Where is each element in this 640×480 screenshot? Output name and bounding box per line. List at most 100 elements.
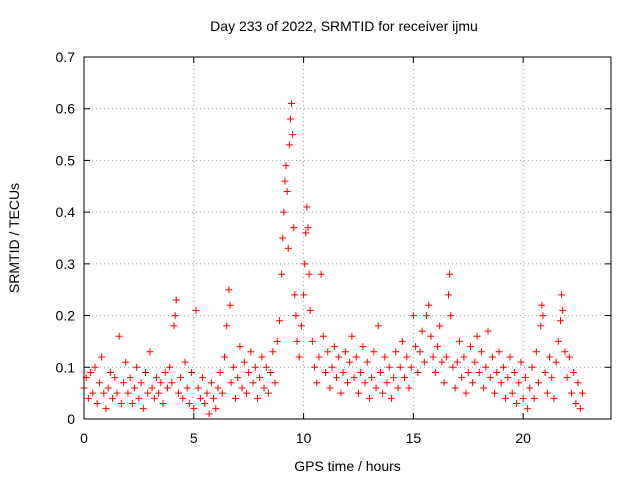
data-point: [227, 379, 235, 387]
data-point: [280, 208, 288, 216]
data-point: [333, 374, 341, 382]
data-point: [350, 374, 358, 382]
data-point: [253, 394, 261, 402]
data-point: [141, 368, 149, 376]
data-point: [446, 270, 454, 278]
data-point: [297, 322, 305, 330]
data-point: [361, 379, 369, 387]
data-point: [464, 368, 472, 376]
data-point: [146, 348, 154, 356]
data-point: [469, 379, 477, 387]
data-point: [210, 394, 218, 402]
data-point: [390, 374, 398, 382]
data-point: [453, 358, 461, 366]
chart-title: Day 233 of 2022, SRMTID for receiver ijm…: [210, 18, 478, 34]
data-point: [315, 353, 323, 361]
data-point: [319, 332, 327, 340]
data-point: [218, 389, 226, 397]
data-point: [170, 322, 178, 330]
data-point: [267, 368, 275, 376]
data-point: [87, 368, 95, 376]
data-point: [526, 384, 534, 392]
data-point: [247, 348, 255, 356]
data-point: [538, 301, 546, 309]
data-points: [80, 100, 586, 418]
data-point: [572, 399, 580, 407]
data-point: [284, 244, 292, 252]
data-point: [517, 358, 525, 366]
data-point: [401, 374, 409, 382]
data-point: [148, 384, 156, 392]
data-point: [352, 353, 360, 361]
data-point: [455, 337, 463, 345]
data-point: [486, 374, 494, 382]
grid: [84, 57, 611, 419]
data-point: [438, 358, 446, 366]
data-point: [423, 312, 431, 320]
data-point: [559, 306, 567, 314]
data-point: [365, 394, 373, 402]
y-tick-label: 0.5: [56, 152, 76, 168]
data-point: [89, 389, 97, 397]
data-point: [302, 229, 310, 237]
data-point: [530, 394, 538, 402]
data-point: [440, 379, 448, 387]
data-point: [207, 379, 215, 387]
data-point: [282, 162, 290, 170]
data-point: [313, 379, 321, 387]
data-point: [258, 353, 266, 361]
data-point: [434, 343, 442, 351]
data-point: [497, 379, 505, 387]
data-point: [561, 348, 569, 356]
y-tick-label: 0.6: [56, 101, 76, 117]
data-point: [394, 384, 402, 392]
data-point: [372, 384, 380, 392]
data-point: [113, 389, 121, 397]
data-point: [133, 363, 141, 371]
data-point: [535, 379, 543, 387]
data-point: [251, 363, 259, 371]
data-point: [381, 353, 389, 361]
data-point: [93, 399, 101, 407]
data-point: [396, 363, 404, 371]
data-point: [201, 399, 209, 407]
data-point: [84, 394, 92, 402]
data-point: [324, 348, 332, 356]
data-point: [513, 399, 521, 407]
data-point: [100, 389, 108, 397]
data-point: [502, 394, 510, 402]
data-point: [288, 100, 296, 108]
y-tick-label: 0.7: [56, 49, 76, 65]
data-point: [199, 374, 207, 382]
data-point: [425, 301, 433, 309]
data-point: [290, 224, 298, 232]
data-point: [292, 312, 300, 320]
data-point: [328, 363, 336, 371]
data-point: [172, 296, 180, 304]
data-point: [137, 379, 145, 387]
data-point: [174, 389, 182, 397]
data-point: [330, 343, 338, 351]
data-point: [495, 348, 503, 356]
data-point: [190, 405, 198, 413]
data-point: [515, 379, 523, 387]
data-point: [234, 374, 242, 382]
data-point: [238, 384, 246, 392]
data-point: [245, 368, 253, 376]
data-point: [462, 389, 470, 397]
data-point: [346, 358, 354, 366]
data-point: [565, 353, 573, 361]
data-point: [341, 348, 349, 356]
data-point: [548, 374, 556, 382]
data-point: [550, 394, 558, 402]
data-point: [95, 379, 103, 387]
data-point: [281, 177, 289, 185]
plot-frame: [83, 56, 612, 420]
data-point: [205, 410, 213, 418]
data-point: [412, 343, 420, 351]
data-point: [477, 348, 485, 356]
data-point: [379, 389, 387, 397]
data-point: [278, 270, 286, 278]
data-point: [409, 312, 417, 320]
data-point: [431, 368, 439, 376]
